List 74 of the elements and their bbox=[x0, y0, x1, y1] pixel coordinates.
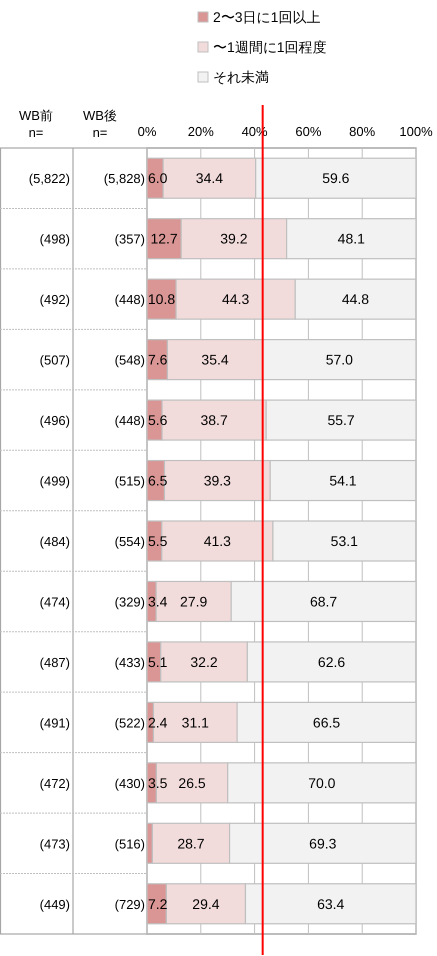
data-label: 53.1 bbox=[330, 533, 358, 549]
data-label: 63.4 bbox=[317, 896, 345, 912]
data-label: 59.6 bbox=[322, 170, 350, 186]
y2-tick-label: (430) bbox=[114, 776, 145, 791]
data-label: 66.5 bbox=[312, 714, 340, 730]
y2-tick-label: (515) bbox=[114, 474, 145, 489]
y-tick-label: (507) bbox=[40, 352, 70, 368]
y-tick-label: (474) bbox=[40, 594, 70, 610]
y2-tick-label: (729) bbox=[114, 896, 145, 912]
x-tick-label: 80% bbox=[349, 124, 376, 139]
y2-tick-label: (516) bbox=[114, 836, 145, 852]
y2-tick-label: (548) bbox=[114, 352, 145, 368]
data-label: 3.4 bbox=[148, 593, 168, 610]
y2-tick-label: (357) bbox=[114, 232, 145, 247]
data-label: 7.2 bbox=[148, 896, 168, 912]
data-label: 44.8 bbox=[342, 291, 370, 308]
data-label: 12.7 bbox=[150, 230, 178, 247]
data-label: 7.6 bbox=[148, 352, 168, 368]
data-label: 44.3 bbox=[222, 291, 250, 308]
y-tick-label: (498) bbox=[40, 232, 70, 247]
data-label: 55.7 bbox=[327, 412, 355, 428]
data-label: 6.0 bbox=[148, 170, 168, 186]
data-label: 5.5 bbox=[148, 533, 168, 549]
data-label: 3.5 bbox=[148, 774, 168, 791]
legend-label: それ未満 bbox=[213, 69, 269, 85]
data-label: 5.1 bbox=[148, 654, 168, 670]
y2-tick-label: (329) bbox=[114, 594, 145, 610]
data-label: 57.0 bbox=[326, 352, 354, 368]
y2-tick-label: (522) bbox=[114, 715, 145, 730]
data-label: 26.5 bbox=[178, 774, 206, 791]
y2-tick-label: (448) bbox=[114, 292, 145, 308]
data-label: 38.7 bbox=[200, 412, 228, 428]
data-label: 48.1 bbox=[338, 230, 366, 247]
y-tick-label: (5,822) bbox=[28, 171, 70, 186]
data-label: 39.2 bbox=[220, 230, 248, 247]
y2-tick-label: (448) bbox=[114, 413, 145, 428]
y-tick-label: (496) bbox=[40, 413, 70, 428]
data-label: 68.7 bbox=[310, 593, 338, 610]
y-tick-label: (472) bbox=[40, 776, 70, 791]
data-label: 27.9 bbox=[180, 593, 208, 610]
data-label: 6.5 bbox=[148, 472, 168, 489]
y-axis-title: WB前 n= bbox=[19, 108, 53, 140]
x-tick-label: 100% bbox=[399, 124, 434, 139]
data-label: 41.3 bbox=[204, 533, 232, 549]
data-label: 70.0 bbox=[308, 774, 336, 791]
data-label: 69.3 bbox=[309, 835, 337, 852]
y-tick-label: (473) bbox=[40, 836, 70, 852]
y2-tick-label: (5,828) bbox=[104, 171, 145, 186]
data-label: 32.2 bbox=[190, 654, 218, 670]
y2-tick-label: (433) bbox=[114, 654, 145, 670]
x-tick-label: 20% bbox=[188, 124, 214, 139]
data-label: 62.6 bbox=[318, 654, 346, 670]
legend-label: 2〜3日に1回以上 bbox=[213, 9, 320, 25]
data-label: 28.7 bbox=[177, 835, 205, 852]
y-tick-label: (449) bbox=[40, 896, 70, 912]
y-tick-label: (487) bbox=[40, 654, 70, 670]
data-label: 31.1 bbox=[182, 714, 210, 730]
y-tick-label: (491) bbox=[40, 715, 70, 730]
x-tick-label: 0% bbox=[138, 124, 157, 139]
x-tick-label: 60% bbox=[295, 124, 322, 139]
legend-label: 〜1週間に1回程度 bbox=[213, 39, 327, 55]
y-tick-label: (492) bbox=[40, 292, 70, 308]
data-label: 10.8 bbox=[148, 291, 176, 308]
data-label: 29.4 bbox=[192, 896, 220, 912]
y-tick-label: (484) bbox=[40, 534, 70, 549]
y-tick-label: (499) bbox=[40, 474, 70, 489]
y2-tick-label: (554) bbox=[114, 534, 145, 549]
data-label: 2.4 bbox=[148, 714, 168, 730]
data-label: 35.4 bbox=[201, 352, 229, 368]
data-label: 34.4 bbox=[196, 170, 224, 186]
data-label: 39.3 bbox=[204, 472, 232, 489]
data-label: 54.1 bbox=[329, 472, 357, 489]
y2-axis-title: WB後 n= bbox=[83, 108, 117, 140]
data-label: 5.6 bbox=[148, 412, 168, 428]
